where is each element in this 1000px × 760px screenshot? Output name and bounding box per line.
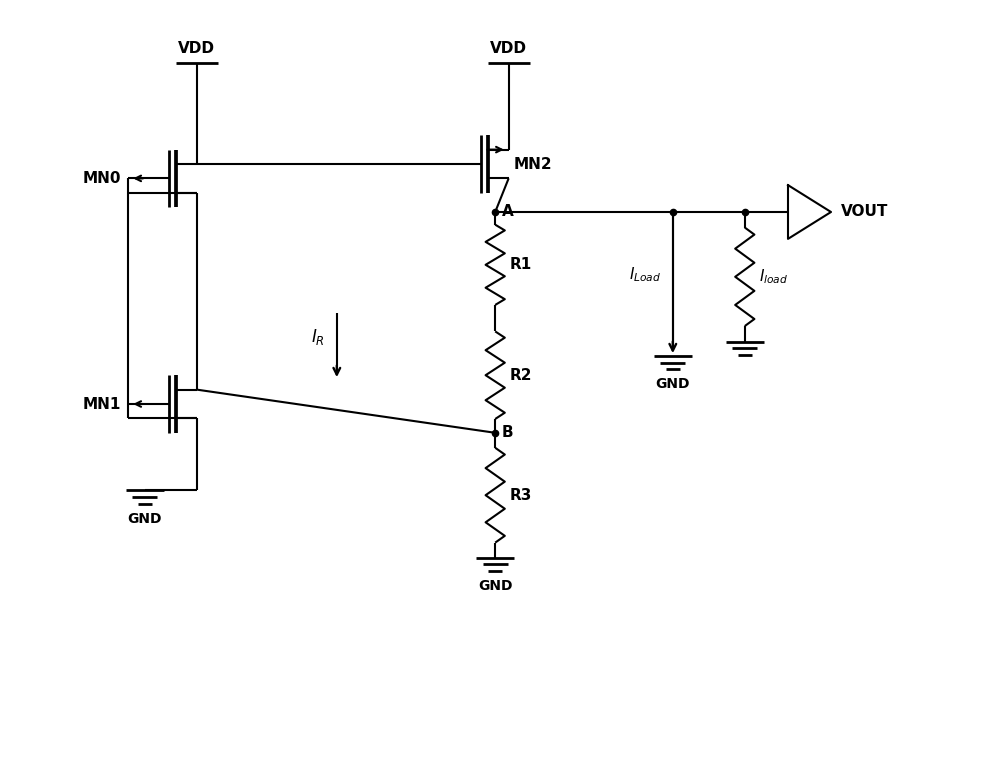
Text: B: B (502, 426, 514, 440)
Text: $I_{Load}$: $I_{Load}$ (629, 265, 661, 283)
Text: $I_R$: $I_R$ (311, 327, 325, 347)
Text: VDD: VDD (178, 40, 215, 55)
Text: $I_{load}$: $I_{load}$ (759, 268, 789, 287)
Text: VDD: VDD (490, 40, 527, 55)
Text: GND: GND (128, 511, 162, 525)
Text: R3: R3 (510, 488, 532, 502)
Text: MN2: MN2 (513, 157, 552, 172)
Text: MN0: MN0 (82, 171, 121, 186)
Text: VOUT: VOUT (841, 204, 888, 220)
Text: MN1: MN1 (82, 397, 121, 411)
Text: R2: R2 (510, 368, 532, 383)
Text: R1: R1 (510, 258, 532, 272)
Text: GND: GND (478, 578, 512, 593)
Text: A: A (502, 204, 514, 220)
Text: GND: GND (656, 377, 690, 391)
